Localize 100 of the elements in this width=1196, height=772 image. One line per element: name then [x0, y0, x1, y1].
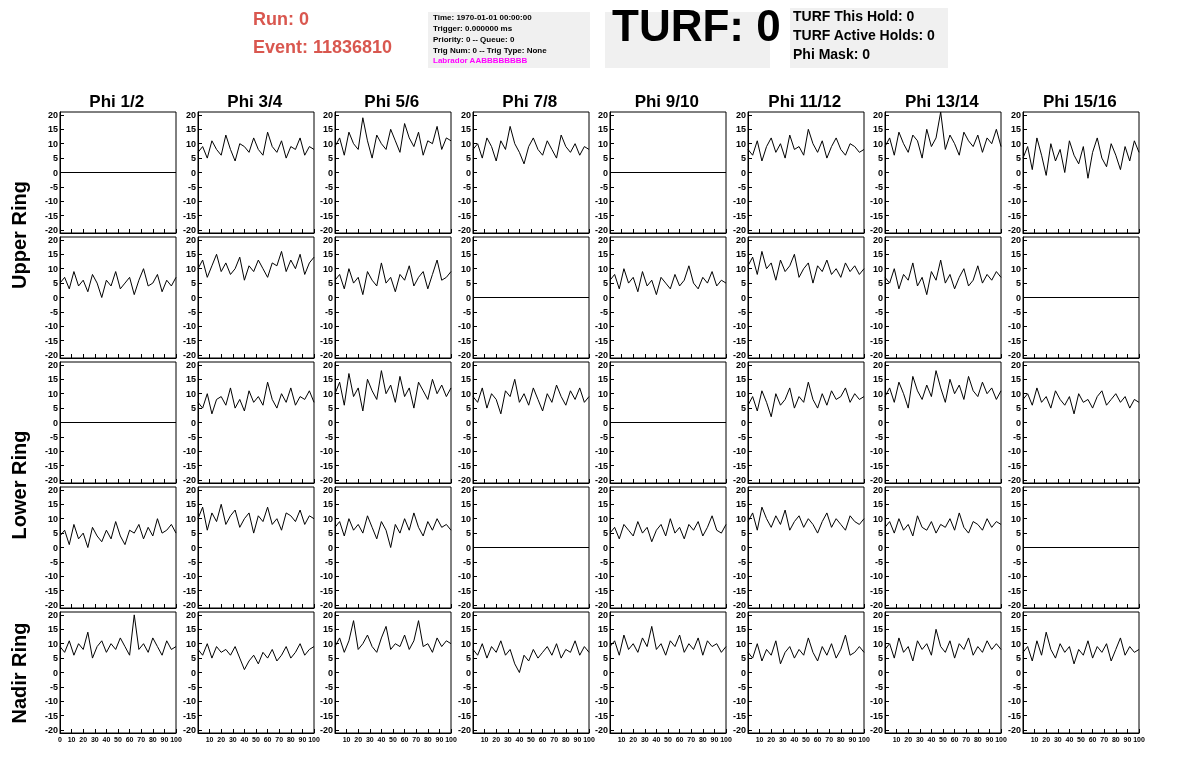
- y-tick-label: -20: [319, 475, 333, 486]
- y-tick-label: -15: [319, 210, 333, 221]
- y-tick-label: 15: [1010, 624, 1021, 635]
- y-tick-label: 0: [327, 417, 333, 428]
- y-tick-label: 5: [190, 528, 196, 539]
- y-tick-label: -10: [594, 196, 608, 207]
- y-tick-label: -10: [319, 446, 333, 457]
- y-tick-label: 15: [597, 499, 608, 510]
- y-tick-label: -5: [187, 681, 196, 692]
- y-tick-label: -10: [182, 321, 196, 332]
- y-tick-label: 5: [877, 528, 883, 539]
- y-tick-label: 10: [872, 263, 883, 274]
- y-tick-label: 5: [740, 153, 746, 164]
- y-tick-label: 15: [735, 374, 746, 385]
- y-tick-label: -10: [457, 196, 471, 207]
- y-tick-label: 15: [597, 124, 608, 135]
- y-tick-label: -20: [319, 600, 333, 611]
- y-tick-label: -5: [874, 556, 883, 567]
- y-tick-label: 15: [597, 624, 608, 635]
- y-tick-label: 5: [1015, 528, 1021, 539]
- y-tick-label: 15: [47, 374, 58, 385]
- y-tick-label: -20: [182, 225, 196, 236]
- y-tick-label: 10: [460, 513, 471, 524]
- y-tick-label: -20: [732, 225, 746, 236]
- y-tick-label: 10: [322, 513, 333, 524]
- y-tick-label: 20: [322, 609, 333, 620]
- y-tick-label: 5: [327, 403, 333, 414]
- y-tick-label: 0: [52, 417, 58, 428]
- y-tick-label: 10: [597, 388, 608, 399]
- y-tick-label: 10: [185, 638, 196, 649]
- y-tick-label: 10: [1010, 138, 1021, 149]
- chart-title: Phi 11/12: [767, 92, 841, 111]
- y-tick-label: 5: [465, 528, 471, 539]
- y-tick-label: -20: [732, 600, 746, 611]
- y-tick-label: -5: [737, 556, 746, 567]
- y-tick-label: 5: [52, 153, 58, 164]
- y-tick-label: -15: [182, 710, 196, 721]
- y-tick-label: 10: [47, 638, 58, 649]
- y-tick-label: 10: [460, 388, 471, 399]
- y-tick-label: -10: [732, 571, 746, 582]
- y-tick-label: -15: [1007, 210, 1021, 221]
- y-tick-label: -10: [182, 196, 196, 207]
- y-tick-label: -10: [182, 696, 196, 707]
- y-tick-label: -5: [874, 431, 883, 442]
- y-tick-label: -15: [44, 335, 58, 346]
- y-tick-label: 20: [322, 234, 333, 245]
- y-tick-label: -20: [869, 600, 883, 611]
- y-tick-label: 5: [877, 153, 883, 164]
- y-tick-label: 10: [872, 138, 883, 149]
- y-tick-label: -5: [599, 681, 608, 692]
- y-tick-label: 0: [1015, 167, 1021, 178]
- y-tick-label: 15: [872, 624, 883, 635]
- y-tick-label: 5: [190, 153, 196, 164]
- y-tick-label: -10: [869, 696, 883, 707]
- y-tick-label: 15: [872, 124, 883, 135]
- y-tick-label: 20: [1010, 609, 1021, 620]
- y-tick-label: 20: [322, 109, 333, 120]
- y-tick-label: 20: [872, 109, 883, 120]
- y-tick-label: 10: [322, 263, 333, 274]
- y-tick-label: -15: [319, 585, 333, 596]
- y-tick-label: 5: [740, 403, 746, 414]
- y-tick-label: -20: [457, 600, 471, 611]
- y-tick-label: 10: [735, 638, 746, 649]
- y-tick-label: -15: [44, 710, 58, 721]
- y-tick-label: 5: [740, 278, 746, 289]
- y-tick-label: -20: [594, 475, 608, 486]
- y-tick-label: -20: [869, 350, 883, 361]
- y-tick-label: -20: [457, 725, 471, 736]
- y-tick-label: 15: [322, 124, 333, 135]
- y-tick-label: 15: [735, 124, 746, 135]
- y-tick-label: -10: [1007, 696, 1021, 707]
- y-tick-label: 15: [597, 249, 608, 260]
- y-tick-label: -5: [49, 556, 58, 567]
- y-tick-label: -5: [324, 681, 333, 692]
- y-tick-label: -10: [44, 696, 58, 707]
- y-tick-label: 5: [327, 528, 333, 539]
- y-tick-label: -10: [182, 571, 196, 582]
- y-tick-label: -15: [732, 710, 746, 721]
- y-tick-label: 15: [1010, 374, 1021, 385]
- y-tick-label: 10: [872, 513, 883, 524]
- y-tick-label: 20: [872, 609, 883, 620]
- y-tick-label: -5: [49, 681, 58, 692]
- y-tick-label: -10: [1007, 321, 1021, 332]
- y-tick-label: 10: [735, 388, 746, 399]
- y-tick-label: 0: [327, 167, 333, 178]
- y-tick-label: 15: [460, 124, 471, 135]
- y-tick-label: -5: [737, 181, 746, 192]
- y-tick-label: 5: [1015, 153, 1021, 164]
- y-tick-label: 20: [1010, 234, 1021, 245]
- y-tick-label: 15: [47, 124, 58, 135]
- y-tick-label: 20: [1010, 109, 1021, 120]
- y-tick-label: -20: [319, 350, 333, 361]
- y-tick-label: 5: [465, 153, 471, 164]
- y-tick-label: -20: [1007, 600, 1021, 611]
- y-tick-label: 20: [1010, 359, 1021, 370]
- y-tick-label: 5: [602, 278, 608, 289]
- y-tick-label: -20: [594, 600, 608, 611]
- y-tick-label: 10: [322, 388, 333, 399]
- y-tick-label: 5: [327, 653, 333, 664]
- chart-title: Phi 13/14: [904, 92, 980, 111]
